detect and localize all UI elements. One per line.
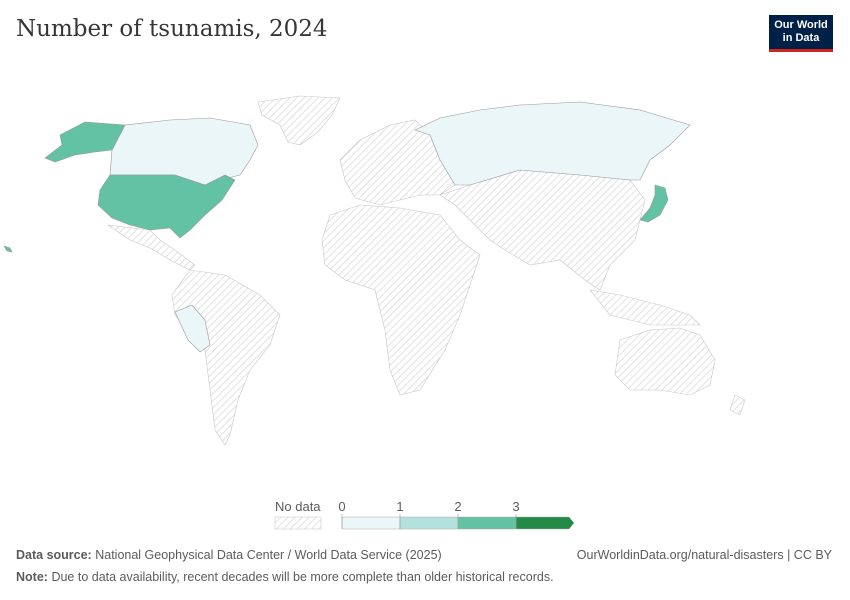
region-southeast-asia[interactable]: [589, 289, 701, 326]
region-africa[interactable]: [321, 204, 481, 396]
legend-tick-0: 0: [338, 499, 345, 514]
world-map: [3, 95, 746, 446]
data-source: Data source: National Geophysical Data C…: [16, 548, 442, 562]
legend-no-data-swatch: [274, 516, 322, 530]
legend-tick-3: 3: [512, 499, 519, 514]
legend-bin-3+[interactable]: [515, 516, 575, 530]
note: Note: Due to data availability, recent d…: [16, 570, 554, 584]
legend-bin-0–1[interactable]: [341, 516, 401, 530]
legend-bin-2–3[interactable]: [457, 516, 517, 530]
note-label: Note:: [16, 570, 48, 584]
legend-tick-1: 1: [396, 499, 403, 514]
country-australia[interactable]: [614, 327, 716, 396]
logo-line2: in Data: [782, 32, 820, 44]
country-new-zealand[interactable]: [729, 394, 746, 416]
source-label: Data source:: [16, 548, 92, 562]
country-united-states-hawaii[interactable]: [3, 245, 13, 253]
source-text[interactable]: National Geophysical Data Center / World…: [95, 548, 442, 562]
legend-tick-2: 2: [454, 499, 461, 514]
legend-bin-1–2[interactable]: [399, 516, 459, 530]
country-united-states-alaska[interactable]: [44, 121, 126, 163]
legend-no-data-label: No data: [275, 499, 321, 514]
region-south-america[interactable]: [171, 269, 281, 446]
chart-title: Number of tsunamis, 2024: [16, 16, 328, 42]
legend: No data 0 1 2 3: [274, 499, 575, 530]
source-url[interactable]: OurWorldinData.org/natural-disasters | C…: [576, 548, 832, 562]
country-japan[interactable]: [639, 184, 669, 223]
country-russia[interactable]: [414, 101, 691, 186]
country-united-states[interactable]: [97, 174, 236, 239]
region-mexico-central-america[interactable]: [107, 224, 196, 271]
logo-line1: Our World: [774, 19, 828, 31]
note-text: Due to data availability, recent decades…: [51, 570, 554, 584]
country-greenland[interactable]: [257, 95, 341, 146]
country-peru[interactable]: [174, 304, 211, 353]
owid-logo[interactable]: Our World in Data: [769, 15, 833, 52]
